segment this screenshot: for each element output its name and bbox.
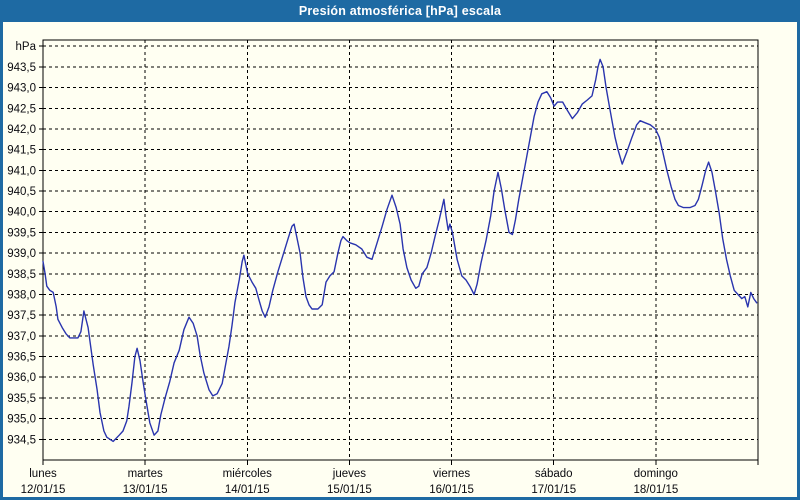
date-label: 13/01/15 [123,484,168,496]
date-label: 14/01/15 [225,484,270,496]
day-label: lunes [29,468,57,480]
y-tick-label: 940,0 [7,207,36,219]
date-label: 17/01/15 [531,484,576,496]
pressure-line [42,58,758,443]
day-label: martes [128,468,163,480]
y-tick-label: 937,0 [7,331,36,343]
day-label: sábado [535,468,573,480]
y-tick-label: 941,0 [7,165,36,177]
day-label: jueves [332,468,366,480]
y-tick-label: 939,0 [7,248,36,260]
date-label: 12/01/15 [21,484,66,496]
y-tick-label: 935,0 [7,414,36,426]
y-tick-label: 937,5 [7,310,36,322]
day-label: miércoles [223,468,272,480]
y-tick-label: 938,5 [7,269,36,281]
chart-title-bar: Presión atmosférica [hPa] escala [0,0,800,22]
date-label: 18/01/15 [633,484,678,496]
y-tick-label: 943,5 [7,62,36,74]
y-tick-label: 934,5 [7,434,36,446]
y-tick-label: 936,5 [7,352,36,364]
y-tick-label: 939,5 [7,227,36,239]
y-tick-label: 943,0 [7,83,36,95]
chart-content-area [3,22,797,497]
y-tick-label: 936,0 [7,372,36,384]
y-tick-label: 938,0 [7,289,36,301]
day-label: domingo [634,468,678,480]
y-tick-label: 940,5 [7,186,36,198]
y-tick-label: 942,5 [7,103,36,115]
chart-title: Presión atmosférica [hPa] escala [298,4,502,18]
day-label: viernes [433,468,470,480]
y-axis-unit-label: hPa [16,41,37,53]
y-tick-label: 935,5 [7,393,36,405]
plot-frame [42,39,759,461]
y-tick-label: 941,5 [7,145,36,157]
date-label: 15/01/15 [327,484,372,496]
date-label: 16/01/15 [429,484,474,496]
y-tick-label: 942,0 [7,124,36,136]
